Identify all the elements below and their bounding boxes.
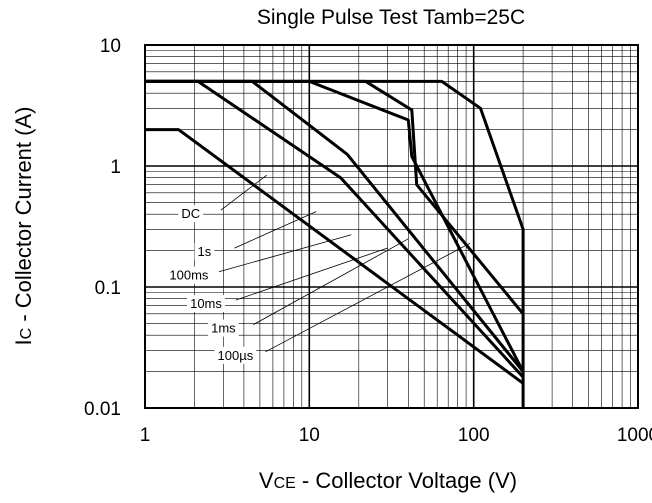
curve-label: 100µs (218, 348, 254, 363)
x-tick-labels: 1 10 100 1000 (140, 425, 652, 446)
curve-label-leader (235, 247, 388, 301)
curve-label-leader (265, 242, 471, 353)
y-axis-label-main: I (11, 339, 36, 345)
curve-label-background (166, 266, 212, 284)
curve-label-leader (234, 211, 317, 249)
curve-label: 10ms (190, 296, 222, 311)
x-tick-label: 1 (140, 425, 151, 446)
soa-curve (145, 128, 524, 385)
x-axis-label-main: V (259, 468, 274, 493)
curve-label: 1ms (211, 321, 236, 336)
curve-label: 100ms (169, 268, 209, 283)
curve-label-background (194, 243, 215, 261)
soa-curves (145, 79, 525, 408)
curve-label-leader (220, 174, 267, 211)
y-tick-label: 0.01 (84, 399, 121, 420)
plot-frame (144, 44, 639, 409)
y-tick-labels: 10 1 0.1 0.01 (84, 36, 121, 420)
y-axis-label-sub: C (18, 328, 35, 340)
y-axis-label: IC - Collector Current (A) (11, 107, 36, 346)
x-tick-label: 100 (458, 425, 490, 446)
x-axis-label-sub: CE (274, 475, 296, 492)
x-tick-label: 10 (299, 425, 320, 446)
x-axis-label: VCE - Collector Voltage (V) (259, 468, 517, 493)
y-tick-label: 1 (110, 157, 121, 178)
y-axis-label-rest: - Collector Current (A) (11, 107, 36, 328)
x-tick-label: 1000 (617, 425, 652, 446)
curve-label: 1s (198, 244, 212, 259)
curve-label-leader (218, 234, 352, 273)
curve-label-background (214, 346, 257, 364)
chart-title: Single Pulse Test Tamb=25C (257, 6, 525, 29)
soa-curve (145, 79, 525, 408)
curve-label-background (187, 295, 225, 312)
curve-labels: DC 1s 100ms 10ms 1ms 100µs (166, 205, 257, 364)
x-axis-label-rest: - Collector Voltage (V) (296, 468, 517, 493)
curve-label-leader (253, 238, 409, 325)
curve-label-background (208, 319, 239, 337)
curve-label: DC (181, 206, 200, 221)
curve-label-leaders (218, 174, 471, 353)
y-tick-label: 0.1 (95, 278, 121, 299)
y-tick-label: 10 (100, 36, 121, 57)
curve-label-background (178, 205, 204, 223)
